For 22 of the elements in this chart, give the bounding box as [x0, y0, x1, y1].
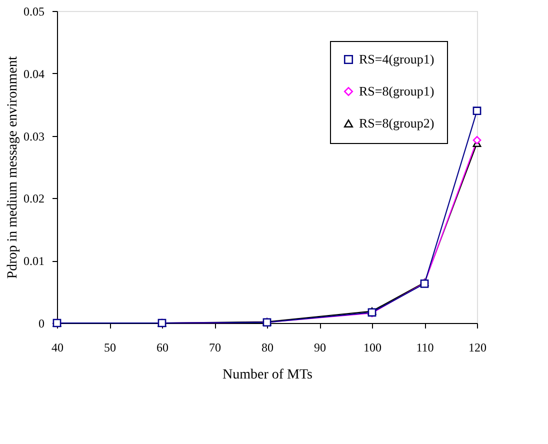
x-tick-label: 90 — [314, 340, 326, 354]
x-tick-label: 50 — [104, 340, 116, 354]
y-tick-label: 0 — [38, 316, 44, 330]
x-tick-label: 80 — [262, 340, 274, 354]
y-tick-label: 0.04 — [24, 66, 44, 81]
x-tick-label: 70 — [209, 340, 221, 354]
point — [472, 136, 482, 144]
x-tick-label: 100 — [364, 340, 382, 354]
x-tick-label: 120 — [468, 340, 486, 354]
x-tick-label: 60 — [156, 340, 168, 354]
y-tick-label: 0.01 — [24, 254, 44, 268]
legend-label: RS=4(group1) — [359, 52, 434, 66]
y-tick-label: 0.05 — [24, 4, 44, 18]
y-tick-label: 0.03 — [24, 129, 44, 144]
y-axis-title: Pdrop in medium message environment — [6, 56, 20, 279]
point — [472, 106, 482, 116]
x-tick-label: 40 — [52, 340, 64, 354]
x-tick-label: 110 — [416, 340, 434, 354]
x-axis-title: Number of MTs — [222, 368, 313, 382]
y-tick-label: 0.02 — [24, 192, 44, 206]
legend-label: RS=8(group2) — [359, 116, 434, 130]
legend-label: RS=8(group1) — [359, 84, 434, 98]
